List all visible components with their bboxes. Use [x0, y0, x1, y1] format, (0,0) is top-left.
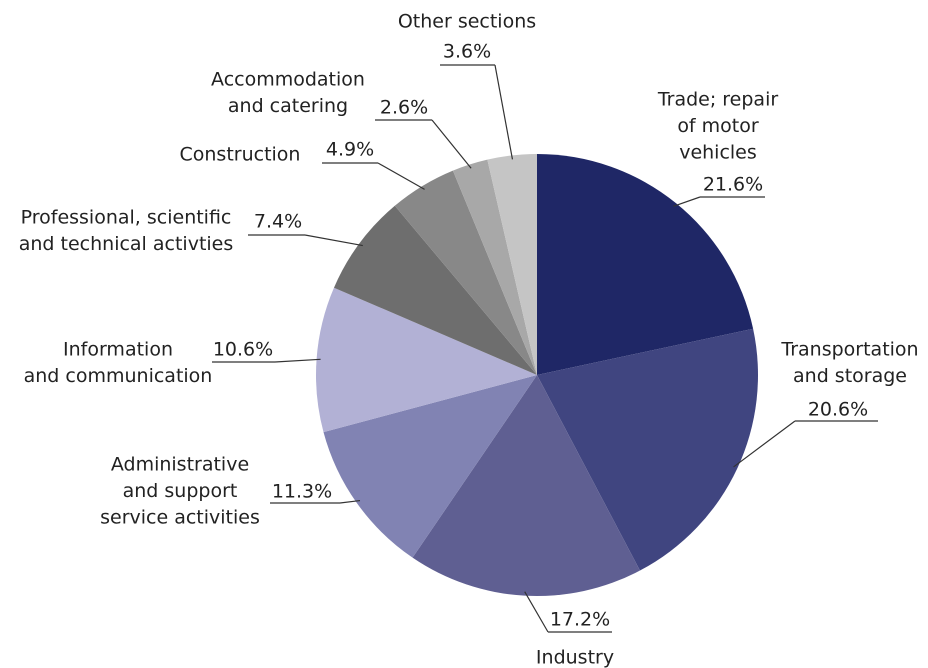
leader-line — [375, 119, 472, 169]
pie-slice — [452, 159, 537, 375]
leader-line — [270, 499, 361, 504]
leader-line — [673, 196, 765, 207]
value-label: 4.9% — [326, 139, 374, 161]
pie-slice — [323, 375, 537, 558]
pie-slice — [412, 375, 640, 596]
value-label: 20.6% — [808, 399, 868, 421]
pie-slice — [537, 328, 758, 571]
pie-slice — [487, 154, 537, 375]
value-label: 21.6% — [703, 174, 763, 196]
value-label: 11.3% — [272, 481, 332, 503]
slice-label: Accommodation — [211, 69, 365, 91]
slice-label: Professional, scientific — [21, 207, 232, 229]
leader-line — [733, 420, 878, 468]
leader-line — [212, 358, 321, 363]
slice-label: Industry — [536, 647, 614, 668]
value-label: 17.2% — [550, 609, 610, 631]
slice-label: and technical activties — [19, 233, 234, 255]
value-label: 10.6% — [213, 339, 273, 361]
slice-label: and communication — [24, 365, 213, 387]
value-label: 3.6% — [443, 41, 491, 63]
slice-label: vehicles — [679, 142, 757, 164]
slice-label: and catering — [228, 95, 348, 117]
slice-label: and storage — [793, 365, 907, 387]
leader-line — [322, 162, 425, 190]
slice-label: service activities — [100, 507, 260, 529]
pie-slice — [333, 205, 537, 375]
slice-label: Other sections — [398, 11, 536, 33]
leader-line — [248, 234, 363, 247]
leader-line — [440, 64, 514, 160]
pie-slice — [316, 287, 537, 433]
slice-label: Transportation — [780, 339, 918, 361]
slice-label: and support — [123, 480, 238, 502]
slice-label: of motor — [677, 115, 759, 137]
pie-slice — [394, 170, 537, 375]
pie-slice — [537, 154, 754, 375]
value-label: 2.6% — [380, 97, 428, 119]
slice-label: Administrative — [111, 454, 249, 476]
leader-line — [524, 591, 612, 633]
slice-label: Construction — [180, 144, 301, 166]
slice-label: Trade; repair — [657, 89, 779, 111]
slice-label: Information — [63, 339, 173, 361]
value-label: 7.4% — [254, 211, 302, 233]
